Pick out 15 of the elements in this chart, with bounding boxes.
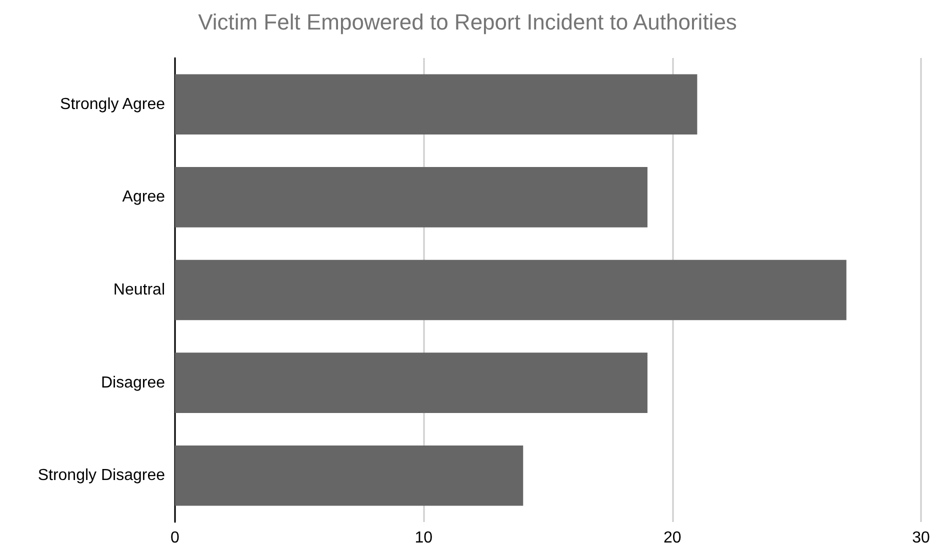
y-tick-label: Strongly Agree — [60, 96, 166, 113]
x-tick-label: 0 — [170, 530, 180, 546]
bar — [175, 352, 648, 413]
y-tick-label: Strongly Disagree — [38, 467, 166, 484]
x-tick-label: 20 — [663, 530, 682, 546]
bar — [175, 167, 648, 228]
bar — [175, 445, 524, 506]
bar — [175, 260, 846, 320]
y-tick-label: Agree — [122, 188, 166, 206]
x-tick-label: 30 — [912, 530, 930, 546]
x-tick-label: 10 — [414, 530, 433, 546]
y-tick-label: Disagree — [100, 374, 166, 392]
bar — [175, 74, 698, 135]
y-tick-label: Neutral — [113, 282, 165, 298]
chart-title: Victim Felt Empowered to Report Incident to Authorities — [198, 10, 737, 34]
